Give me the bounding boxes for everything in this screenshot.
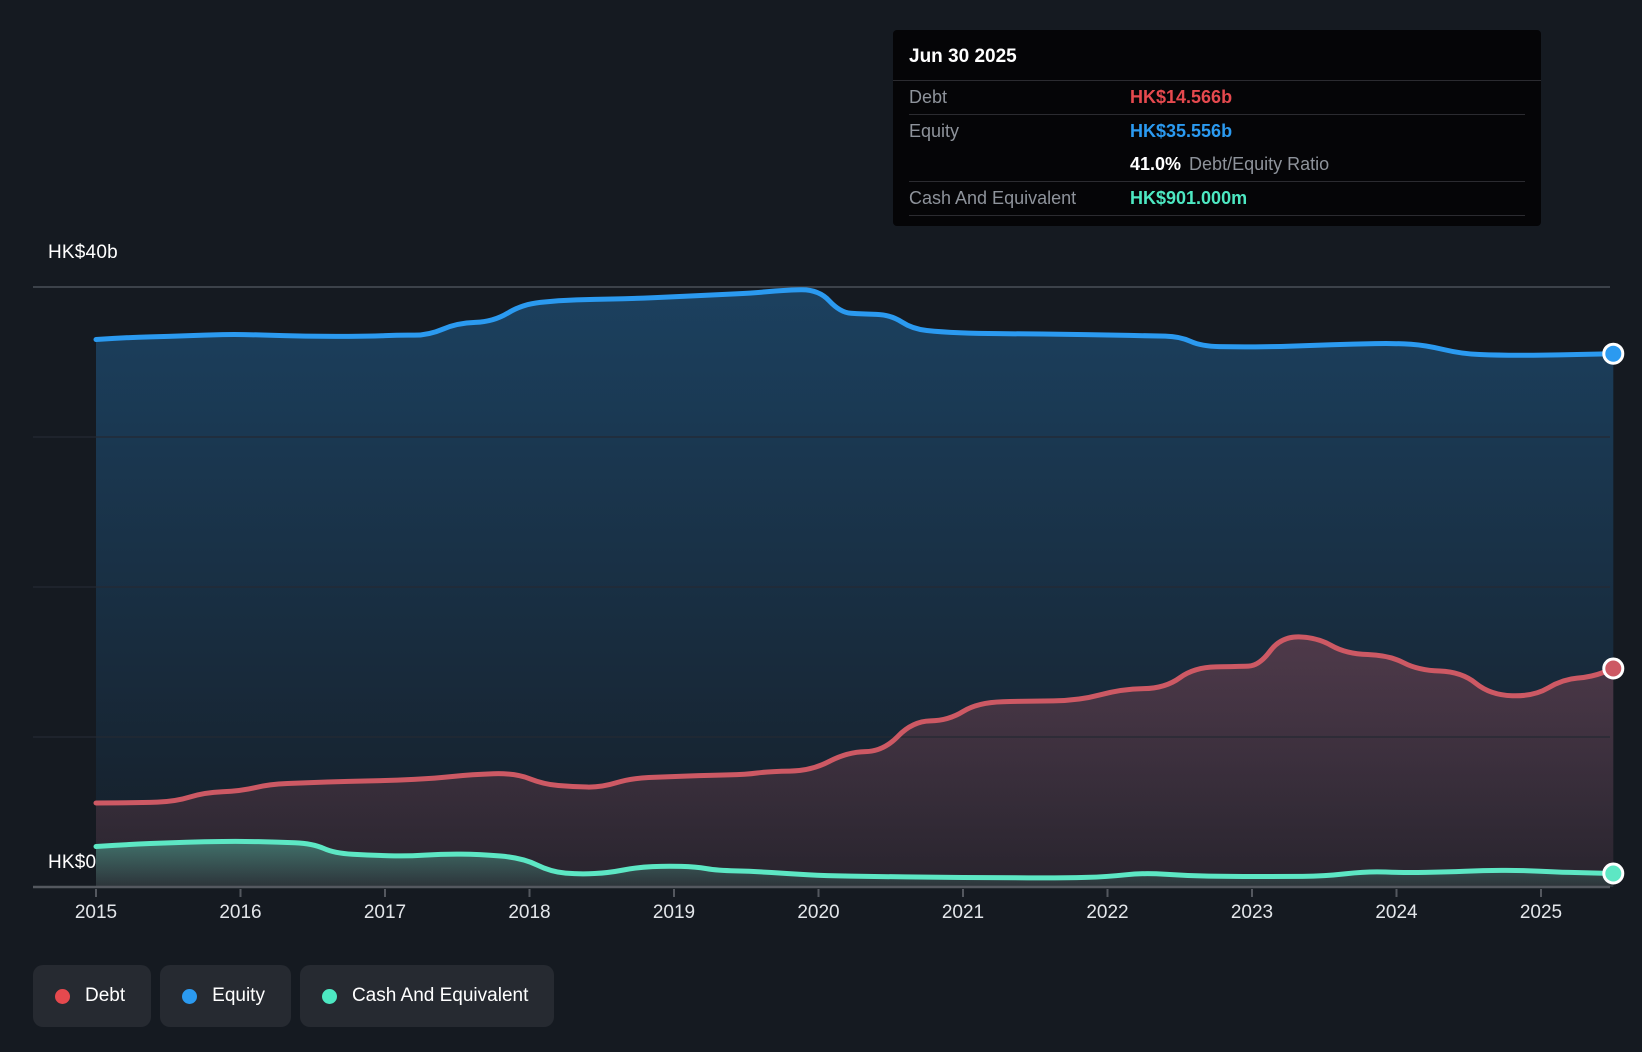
svg-text:2020: 2020 [797,902,839,923]
cash-series-dot-icon [321,988,337,1004]
svg-text:2016: 2016 [219,902,261,923]
tooltip-cash-label: Cash And Equivalent [909,188,1077,208]
tooltip-date: Jun 30 2025 [893,36,1541,81]
tooltip-ratio-number: 41.0% [1130,154,1182,174]
tooltip-cash-row: Cash And Equivalent HK$901.000m [909,182,1525,216]
svg-text:2017: 2017 [364,902,406,923]
tooltip-equity-value: HK$35.556b [1130,121,1233,141]
chart-legend: Debt Equity Cash And Equivalent [33,965,555,1027]
legend-debt-label: Debt [85,985,126,1006]
legend-item-debt[interactable]: Debt [33,965,152,1027]
y-axis-label-top: HK$40b [48,242,118,263]
svg-text:2019: 2019 [653,902,695,923]
svg-text:2023: 2023 [1231,902,1273,923]
tooltip-debt-label: Debt [909,87,948,107]
svg-text:2021: 2021 [942,902,984,923]
tooltip-equity-row: Equity HK$35.556b [909,115,1525,148]
tooltip-ratio-value: 41.0% Debt/Equity Ratio [1130,154,1329,175]
legend-item-cash[interactable]: Cash And Equivalent [299,965,555,1027]
legend-cash-label: Cash And Equivalent [351,985,529,1006]
svg-text:2025: 2025 [1520,902,1562,923]
chart-tooltip: Jun 30 2025 Debt HK$14.566b Equity HK$35… [893,30,1541,226]
legend-equity-label: Equity [212,985,265,1006]
tooltip-equity-label: Equity [909,121,960,141]
equity-series-dot-icon [182,988,198,1004]
svg-text:2018: 2018 [508,902,550,923]
svg-text:2024: 2024 [1375,902,1418,923]
tooltip-ratio-label: Debt/Equity Ratio [1189,154,1330,174]
debt-series-dot-icon [55,988,70,1004]
tooltip-debt-row: Debt HK$14.566b [909,81,1525,115]
tooltip-debt-value: HK$14.566b [1130,87,1233,107]
tooltip-ratio-row: 41.0% Debt/Equity Ratio [909,148,1525,182]
tooltip-cash-value: HK$901.000m [1130,188,1248,208]
legend-item-equity[interactable]: Equity [160,965,291,1027]
y-axis-label-bottom: HK$0 [48,852,97,873]
svg-text:2015: 2015 [75,902,117,923]
svg-text:2022: 2022 [1086,902,1128,923]
